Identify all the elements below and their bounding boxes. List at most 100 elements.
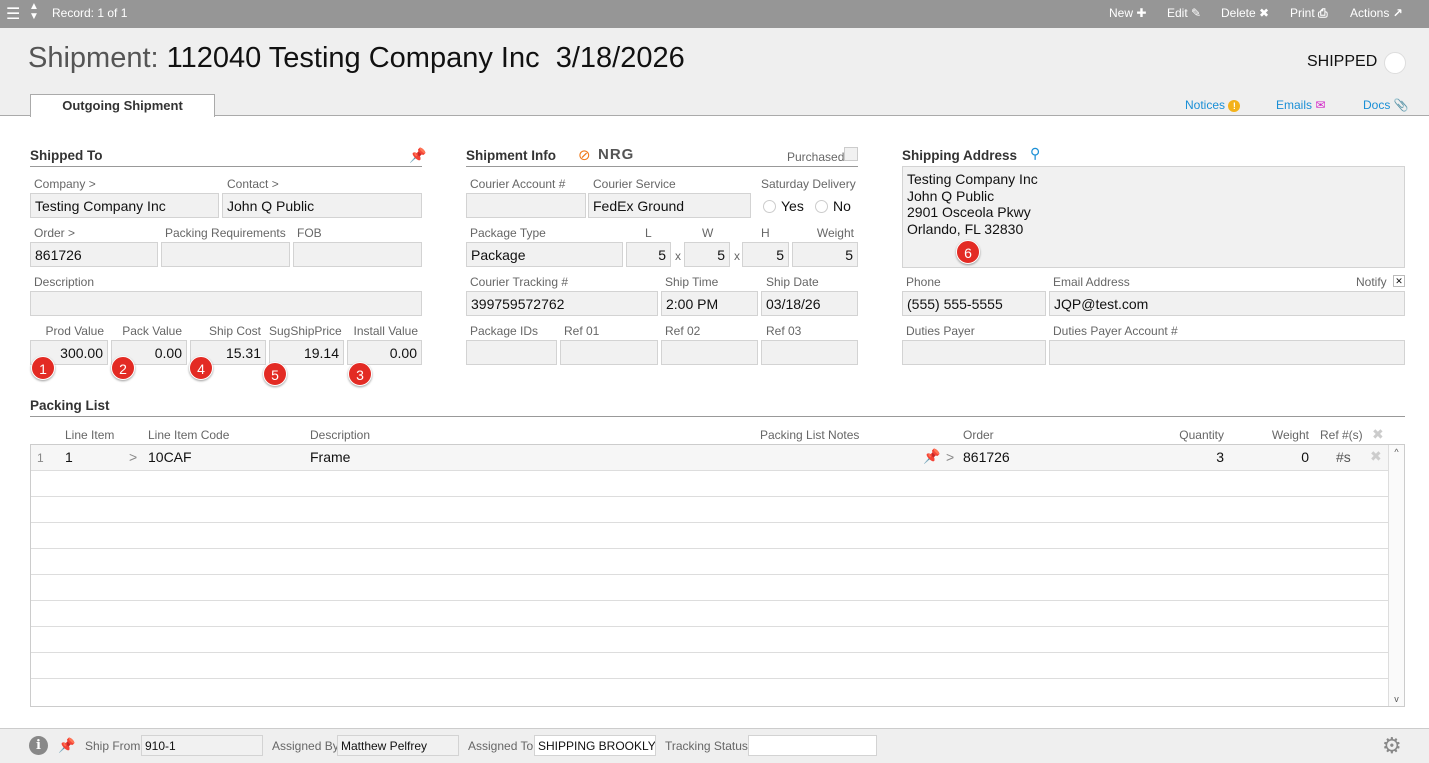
record-navigate-icon[interactable]: ▲ ▼ [29, 1, 39, 22]
gear-icon[interactable]: ⚙ [1382, 733, 1402, 758]
table-row[interactable] [31, 679, 1388, 705]
package-type-field[interactable]: Package [466, 242, 623, 267]
table-row[interactable] [31, 523, 1388, 549]
pin-icon[interactable]: 📌 [409, 147, 427, 163]
col-description[interactable]: Description [310, 428, 371, 442]
length-label: L [645, 226, 652, 240]
description-field[interactable] [30, 291, 422, 316]
col-order[interactable]: Order [963, 428, 994, 442]
package-ids-field[interactable] [466, 340, 557, 365]
status-toggle[interactable] [1384, 52, 1406, 74]
saturday-delivery-label: Saturday Delivery [761, 177, 856, 191]
order-label[interactable]: Order > [34, 226, 76, 240]
sug-ship-price-field[interactable]: 19.14 [269, 340, 344, 365]
ship-from-label: Ship From [85, 739, 141, 753]
col-weight[interactable]: Weight [1271, 428, 1309, 442]
ship-time-label: Ship Time [665, 275, 719, 289]
divider [466, 166, 858, 167]
tracking-status-field[interactable] [748, 735, 877, 756]
purchased-checkbox[interactable] [844, 147, 858, 161]
paperclip-icon: 📎 [1393, 98, 1409, 112]
chevron-right-icon[interactable]: > [129, 449, 138, 465]
menu-icon[interactable]: ☰ [6, 6, 21, 23]
col-line-item[interactable]: Line Item [65, 428, 115, 442]
table-row[interactable] [31, 497, 1388, 523]
clear-icon[interactable]: ✖ [1372, 426, 1384, 442]
courier-account-label: Courier Account # [470, 177, 566, 191]
courier-account-field[interactable] [466, 193, 586, 218]
contact-field[interactable]: John Q Public [222, 193, 422, 218]
weight-field[interactable]: 5 [792, 242, 858, 267]
duties-account-field[interactable] [1049, 340, 1405, 365]
ship-time-field[interactable]: 2:00 PM [661, 291, 758, 316]
shipment-info-title: Shipment Info [466, 148, 556, 163]
company-field[interactable]: Testing Company Inc [30, 193, 219, 218]
courier-tracking-field[interactable]: 399759572762 [466, 291, 658, 316]
table-row[interactable]: 1 1 > 10CAF Frame 📌 > 861726 3 0 #s ✖ [31, 445, 1388, 471]
notices-link[interactable]: Notices ! [1185, 98, 1241, 112]
quantity: 3 [1216, 449, 1224, 465]
delete-row-icon[interactable]: ✖ [1370, 448, 1382, 464]
assigned-to-field[interactable]: SHIPPING BROOKLYN [534, 735, 656, 756]
table-row[interactable] [31, 601, 1388, 627]
description: Frame [310, 449, 351, 465]
pin-icon[interactable]: 📌 [58, 737, 76, 753]
notify-checkbox[interactable]: ✕ [1393, 275, 1405, 287]
ship-from-field[interactable]: 910-1 [141, 735, 263, 756]
length-field[interactable]: 5 [626, 242, 671, 267]
printer-icon: ⎙ [1318, 6, 1328, 20]
courier-service-field[interactable]: FedEx Ground [588, 193, 751, 218]
ref01-field[interactable] [560, 340, 658, 365]
contact-label[interactable]: Contact > [227, 177, 279, 191]
saturday-yes-radio[interactable] [763, 200, 776, 213]
chevron-right-icon[interactable]: > [946, 449, 955, 465]
height-field[interactable]: 5 [742, 242, 789, 267]
install-value-field[interactable]: 0.00 [347, 340, 422, 365]
pin-icon[interactable]: 📌 [923, 448, 941, 464]
table-row[interactable] [31, 627, 1388, 653]
table-row[interactable] [31, 471, 1388, 497]
col-refs[interactable]: Ref #(s) [1320, 428, 1363, 442]
page-title: Shipment: 112040 Testing Company Inc 3/1… [28, 42, 685, 74]
table-row[interactable] [31, 575, 1388, 601]
ref03-field[interactable] [761, 340, 858, 365]
col-quantity[interactable]: Quantity [1179, 428, 1224, 442]
table-row[interactable] [31, 549, 1388, 575]
table-row[interactable] [31, 653, 1388, 679]
print-button[interactable]: Print ⎙ [1290, 6, 1328, 20]
refs-icon[interactable]: #s [1336, 449, 1351, 465]
ship-date-field[interactable]: 03/18/26 [761, 291, 858, 316]
grid-scrollbar[interactable]: ^ v [1388, 445, 1404, 706]
assigned-by-field[interactable]: Matthew Pelfrey [337, 735, 459, 756]
shipping-address-title: Shipping Address [902, 148, 1018, 163]
tab-outgoing-shipment[interactable]: Outgoing Shipment [30, 94, 215, 117]
docs-link[interactable]: Docs 📎 [1363, 98, 1409, 112]
shipping-address-field[interactable]: Testing Company Inc John Q Public 2901 O… [902, 166, 1405, 268]
fob-field[interactable] [293, 242, 422, 267]
ref02-field[interactable] [661, 340, 758, 365]
col-notes[interactable]: Packing List Notes [760, 428, 860, 442]
company-label[interactable]: Company > [34, 177, 96, 191]
package-ids-label: Package IDs [470, 324, 539, 338]
row-number: 1 [37, 451, 44, 465]
info-icon[interactable]: i [29, 736, 48, 755]
duties-payer-field[interactable] [902, 340, 1046, 365]
actions-button[interactable]: Actions ↗ [1350, 6, 1403, 20]
new-button[interactable]: New ✚ [1109, 6, 1147, 20]
saturday-no-radio[interactable] [815, 200, 828, 213]
order: 861726 [963, 449, 1010, 465]
width-field[interactable]: 5 [684, 242, 730, 267]
phone-field[interactable]: (555) 555-5555 [902, 291, 1046, 316]
packing-requirements-field[interactable] [161, 242, 290, 267]
edit-button[interactable]: Edit ✎ [1167, 6, 1202, 20]
col-line-item-code[interactable]: Line Item Code [148, 428, 230, 442]
map-pin-icon[interactable]: ⚲ [1030, 145, 1041, 161]
nrg-logo-icon: ⊘ [578, 147, 591, 164]
order-field[interactable]: 861726 [30, 242, 158, 267]
assigned-to-label: Assigned To [468, 739, 534, 753]
delete-button[interactable]: Delete ✖ [1221, 6, 1270, 20]
email-field[interactable]: JQP@test.com [1049, 291, 1405, 316]
weight-label: Weight [816, 226, 854, 240]
emails-link[interactable]: Emails ✉ [1276, 98, 1326, 112]
address-line: 2901 Osceola Pkwy [907, 204, 1031, 220]
